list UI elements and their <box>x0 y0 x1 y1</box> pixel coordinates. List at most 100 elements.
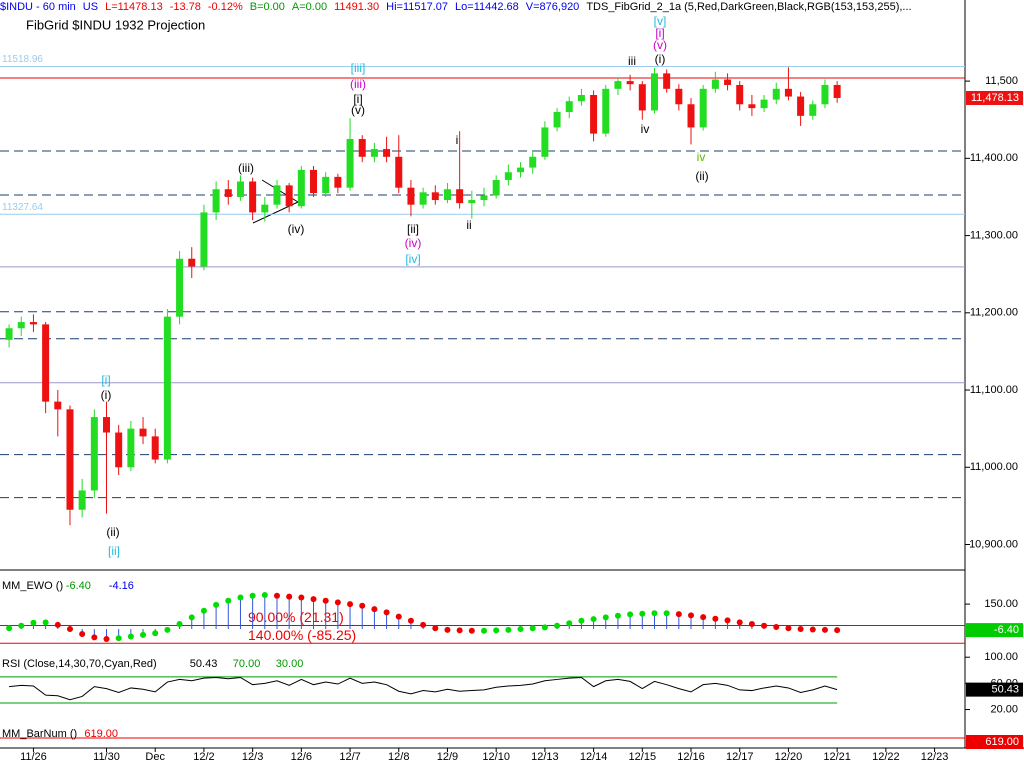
header-item: Lo=11442.68 <box>455 1 519 13</box>
candle-body <box>772 88 780 100</box>
candle-body <box>724 79 732 85</box>
ewo-dot <box>432 625 439 632</box>
ewo-dot <box>18 622 25 629</box>
ewo-level-label: 90.00% (21.31) <box>248 609 344 625</box>
candle-body <box>663 73 671 89</box>
candle-body <box>322 176 330 194</box>
chart-title: FibGrid $INDU 1932 Projection <box>26 17 205 32</box>
wave-label: (iii) <box>238 161 254 175</box>
ewo-dot <box>688 612 695 619</box>
candle-body <box>784 88 792 97</box>
candle-body <box>358 139 366 157</box>
candle-body <box>553 111 561 128</box>
candle-body <box>638 84 646 111</box>
ewo-dot <box>115 635 122 642</box>
panel-title: MM_BarNum () <box>2 728 77 740</box>
candle-body <box>626 81 634 85</box>
x-tick-label: 12/3 <box>242 751 263 763</box>
ewo-dot <box>627 611 634 618</box>
ewo-dot <box>261 591 268 598</box>
header-item: V=876,920 <box>525 1 580 13</box>
last-value-box <box>966 735 1023 749</box>
header-item: 11491.30 <box>334 1 380 13</box>
ewo-dot <box>30 619 37 626</box>
wave-label: (iv) <box>405 236 422 250</box>
ewo-dot <box>176 621 183 628</box>
candle-body <box>650 73 658 111</box>
wave-label: (v) <box>351 103 365 117</box>
fib-level-label: 11518.96 <box>2 54 43 65</box>
candle-body <box>821 84 829 105</box>
y-tick-label: 11,100.00 <box>970 384 1018 396</box>
x-tick-label: 12/21 <box>823 751 851 763</box>
fib-level-label: 11327.64 <box>2 202 43 213</box>
candle-body <box>151 436 159 460</box>
candle-body <box>334 176 342 188</box>
ewo-dot <box>566 620 573 627</box>
x-tick-label: 12/6 <box>291 751 312 763</box>
ewo-dot <box>91 634 98 641</box>
wave-label: iii <box>628 54 636 68</box>
candle-body <box>17 322 25 329</box>
candle-body <box>163 316 171 460</box>
ewo-dot <box>517 626 524 633</box>
wave-label: [i] <box>655 26 664 40</box>
ewo-level-label: 140.00% (-85.25) <box>248 627 356 643</box>
header-item: US <box>82 1 99 13</box>
last-value-box <box>966 90 1023 105</box>
header-item: Hi=11517.07 <box>386 1 449 13</box>
candle-body <box>529 156 537 168</box>
candle-body <box>285 185 293 207</box>
rsi-line <box>9 676 838 701</box>
ewo-dot <box>675 611 682 618</box>
candle-body <box>188 258 196 267</box>
ewo-dot <box>761 622 768 629</box>
candle-body <box>249 181 257 213</box>
ewo-dot <box>456 627 463 634</box>
ewo-dot <box>310 596 317 603</box>
ewo-dot <box>66 626 73 633</box>
candle-body <box>577 95 585 102</box>
ewo-dot <box>6 625 13 632</box>
wave-label: [i] <box>101 373 110 387</box>
header-item: B=0.00 <box>249 1 285 13</box>
candle-body <box>833 84 841 98</box>
ewo-dot <box>444 626 451 633</box>
candle-body <box>115 432 123 468</box>
ewo-dot <box>541 624 548 631</box>
candle-body <box>200 212 208 267</box>
last-value-label: 619.00 <box>985 736 1019 748</box>
x-tick-label: 12/13 <box>531 751 559 763</box>
ewo-dot <box>164 626 171 633</box>
candle-body <box>383 149 391 157</box>
wave-label: (ii) <box>695 169 708 183</box>
wave-label: iv <box>641 122 650 136</box>
candle-body <box>809 104 817 116</box>
ewo-dot <box>103 636 110 643</box>
candle-body <box>54 401 62 410</box>
ewo-dot <box>809 626 816 633</box>
wave-label: [ii] <box>407 222 419 236</box>
ewo-dot <box>371 606 378 613</box>
candle-body <box>66 409 74 510</box>
x-tick-label: 12/15 <box>629 751 657 763</box>
last-value-label: 11,478.13 <box>971 92 1019 104</box>
ewo-dot <box>42 619 49 626</box>
x-tick-label: 11/30 <box>93 751 120 763</box>
candle-body <box>78 490 86 510</box>
x-tick-label: 12/22 <box>872 751 900 763</box>
candle-body <box>370 149 378 157</box>
x-tick-label: 12/8 <box>388 751 409 763</box>
ewo-dot <box>773 624 780 631</box>
ewo-dot <box>724 617 731 624</box>
readout: 50.43 <box>190 658 218 670</box>
ewo-dot <box>347 601 354 608</box>
candle-body <box>103 417 111 433</box>
wave-label: [ii] <box>108 544 120 558</box>
candle-body <box>614 81 622 89</box>
wave-label: ii <box>466 218 471 232</box>
ewo-dot <box>663 610 670 617</box>
ewo-dot <box>383 609 390 616</box>
candle-body <box>273 185 281 205</box>
